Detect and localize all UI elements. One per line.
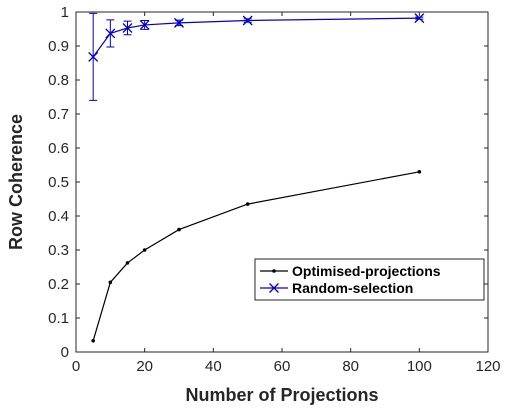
x-tick-label: 0: [72, 358, 80, 375]
legend-item-optimised: Optimised-projections: [260, 263, 441, 279]
data-point: [245, 202, 250, 206]
y-tick-label: 0.7: [48, 106, 69, 123]
y-tick-label: 0: [61, 344, 69, 361]
data-point: [108, 280, 113, 285]
legend-item-random: Random-selection: [260, 280, 413, 296]
x-tick-label: 120: [475, 358, 500, 375]
data-point: [91, 338, 95, 343]
legend-marker-random: [269, 283, 279, 293]
y-tick-label: 0.4: [48, 208, 69, 225]
plot-border: [75, 11, 489, 353]
data-point: [122, 23, 133, 33]
data-point: [242, 15, 253, 26]
x-tick-label: 20: [136, 358, 153, 375]
x-tick-label: 80: [342, 358, 359, 375]
x-tick-label: 60: [274, 358, 291, 375]
series-0: [91, 170, 422, 343]
y-tick-label: 0.2: [48, 276, 69, 293]
x-axis-ticks: 0 20 40 60 80 100 120: [72, 12, 501, 375]
series-1: [88, 12, 425, 101]
series-line: [92, 171, 420, 341]
y-tick-label: 0.6: [48, 140, 69, 157]
y-tick-label: 0.5: [48, 174, 69, 191]
legend-box: [254, 258, 485, 301]
data-point: [417, 170, 422, 174]
series-layer: [88, 12, 425, 343]
legend: Optimised-projections Random-selection: [254, 258, 485, 301]
y-tick-label: 0.8: [48, 72, 69, 89]
plot-frame: [75, 11, 489, 353]
legend-label-random: Random-selection: [292, 280, 413, 296]
y-axis-title: Row Coherence: [6, 114, 26, 250]
y-tick-label: 1: [61, 4, 69, 21]
series-line: [92, 17, 420, 58]
y-tick-label: 0.9: [48, 38, 69, 55]
data-point: [105, 28, 116, 39]
x-axis-title: Number of Projections: [185, 385, 378, 405]
y-tick-label: 0.1: [48, 310, 69, 327]
y-axis-ticks: 0 0.1 0.2 0.3 0.4 0.5 0.6 0.7 0.8 0.9 1: [48, 4, 488, 361]
x-tick-label: 100: [407, 358, 432, 375]
x-tick-label: 40: [205, 358, 222, 375]
data-point: [142, 248, 147, 252]
y-tick-label: 0.3: [48, 242, 69, 259]
data-point: [414, 13, 425, 24]
data-point: [125, 261, 130, 265]
data-point: [174, 17, 184, 28]
data-point: [88, 51, 99, 62]
data-point: [177, 227, 181, 232]
data-point: [139, 19, 150, 30]
legend-marker-optimised: [272, 269, 276, 273]
legend-label-optimised: Optimised-projections: [292, 263, 441, 279]
